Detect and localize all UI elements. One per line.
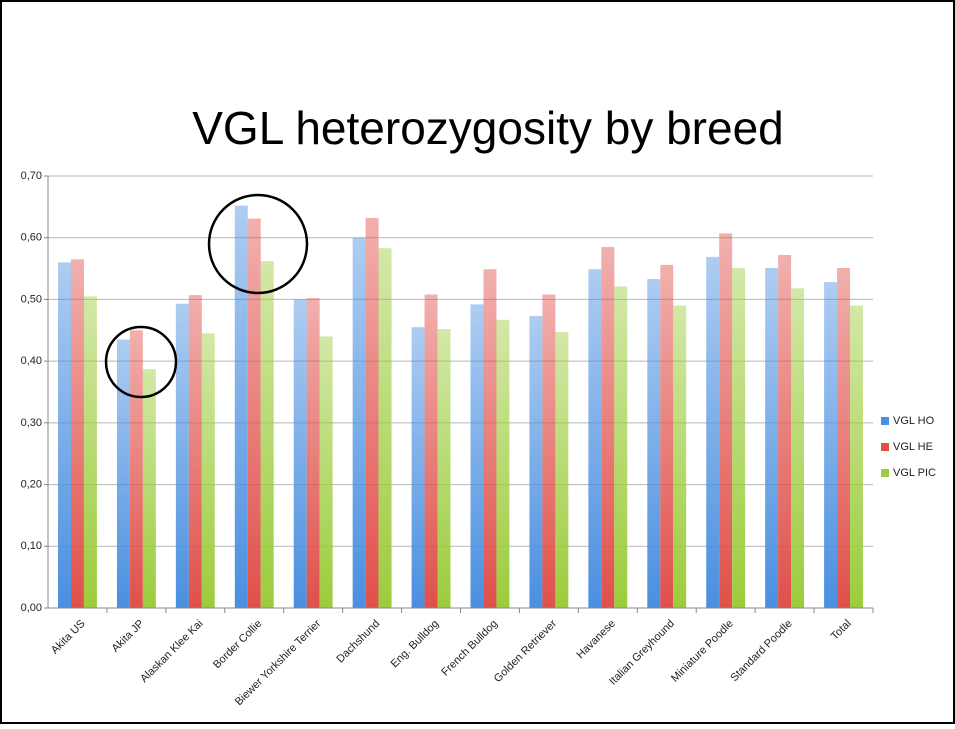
bar [293,299,307,608]
bar [437,329,451,608]
bar [673,305,687,608]
bar [319,336,333,608]
bar [142,369,156,608]
bar [614,286,628,608]
legend-label: VGL HO [893,415,935,427]
bar [83,296,97,608]
bar [601,246,615,608]
bar [175,303,189,608]
bar [470,304,484,608]
bar [424,294,438,608]
bar [260,261,274,608]
bar [306,298,320,608]
highlight-circle [104,325,178,399]
bar [70,259,84,608]
bar [732,267,746,608]
highlight-circle [207,193,309,295]
bar [411,327,425,608]
bar [706,256,720,608]
y-tick-label: 0,50 [21,293,42,305]
bar [555,332,569,608]
bar [188,295,202,608]
legend-swatch [881,417,889,425]
y-tick-label: 0,70 [21,170,42,182]
bar [378,248,392,608]
bar [765,267,779,608]
chart-title: VGL heterozygosity by breed [192,102,784,154]
y-tick-label: 0,10 [21,540,42,552]
y-tick-label: 0,30 [21,417,42,429]
bar [791,288,805,608]
bar [201,333,215,608]
bar [129,330,143,608]
bar [647,279,661,608]
bar [352,237,366,608]
legend-swatch [881,469,889,477]
y-tick-label: 0,60 [21,232,42,244]
bar [116,339,130,608]
bar [660,264,674,608]
legend-label: VGL PIC [893,467,936,479]
bar [850,305,863,608]
bar [247,218,261,608]
bar [837,267,851,608]
y-tick-label: 0,40 [21,355,42,367]
bar [824,282,838,608]
bar [529,316,543,608]
bar [483,269,497,608]
bar [58,262,71,608]
legend-label: VGL HE [893,441,933,453]
y-tick-label: 0,20 [21,478,42,490]
bar [719,233,733,608]
bar [778,254,792,608]
legend-swatch [881,443,889,451]
bar [542,294,556,608]
bar [234,205,248,608]
bar [365,217,379,609]
bar [588,269,602,608]
y-tick-label: 0,00 [21,602,42,614]
bar [496,319,510,608]
